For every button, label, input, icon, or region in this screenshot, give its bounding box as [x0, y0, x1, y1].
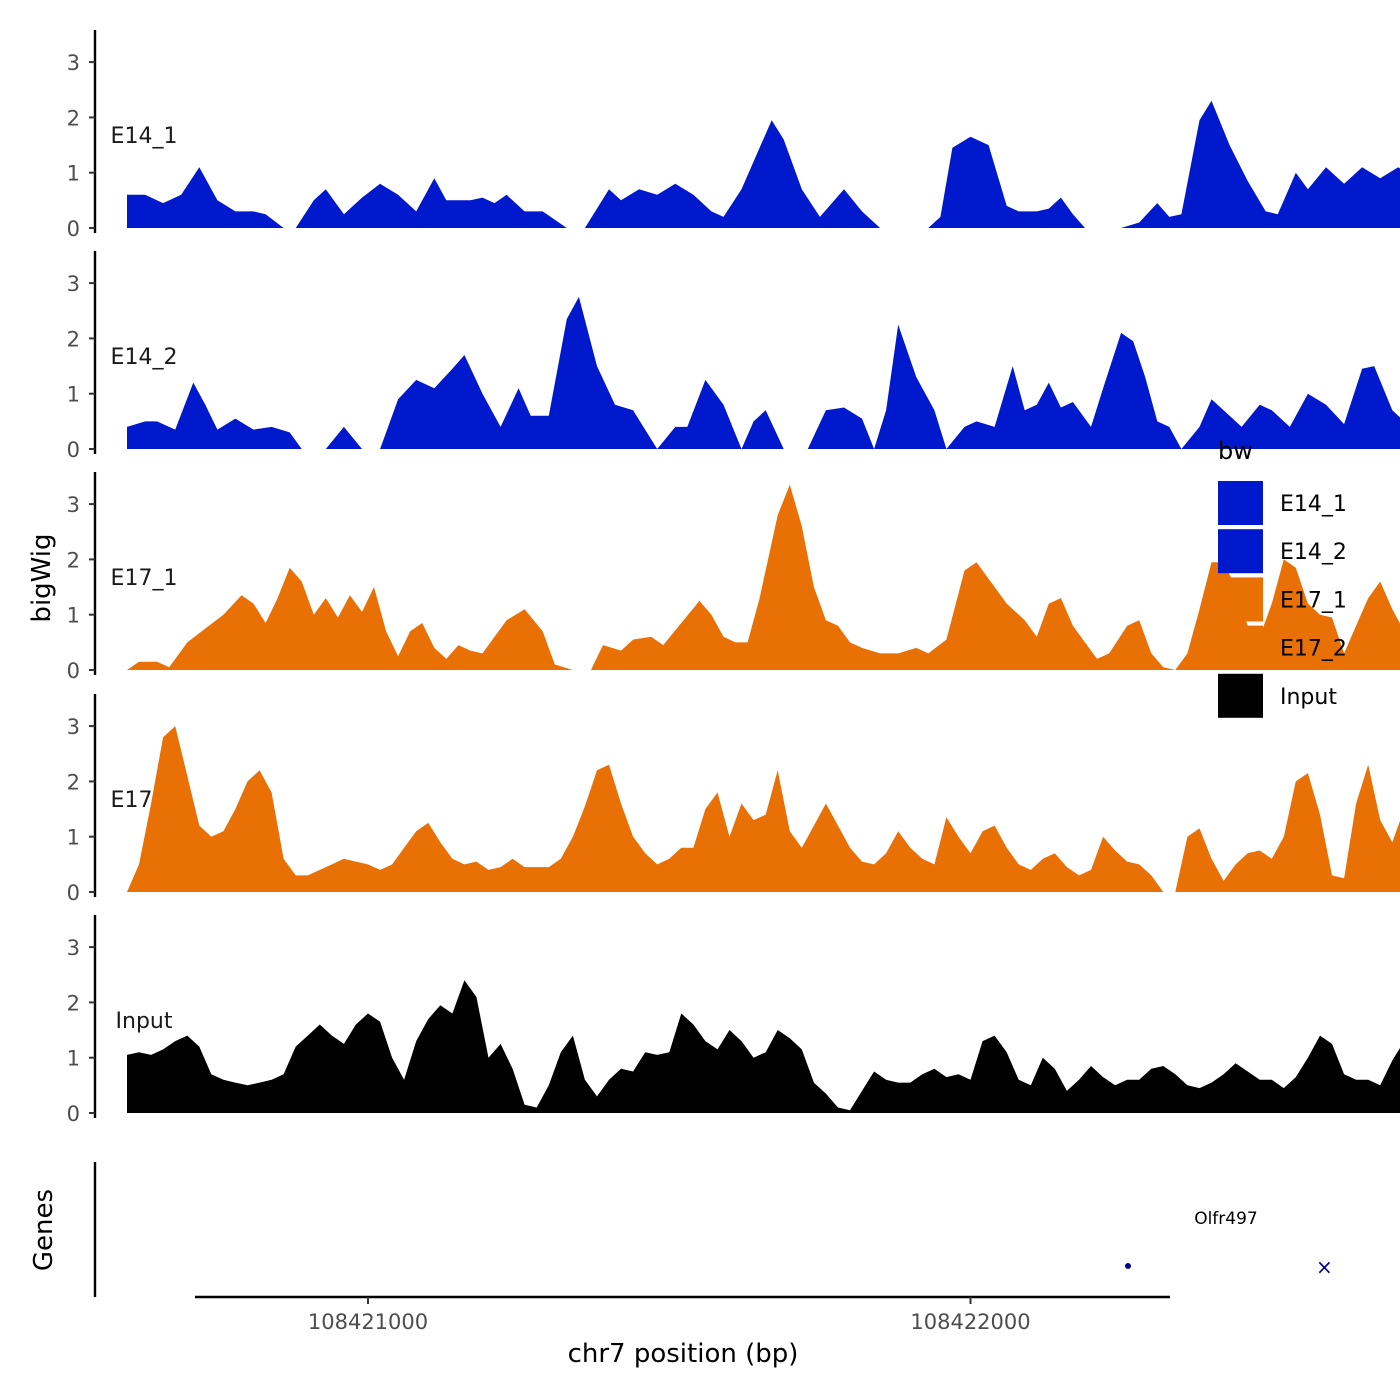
y-tick-label: 1 [67, 1047, 80, 1071]
genes-panel: Genes × Olfr497 [29, 1162, 1333, 1297]
legend-entries: E14_1 E14_2 E17_1 E17_2 Input [1218, 481, 1347, 718]
track-input: 0 1 2 3 Input [67, 915, 1400, 1126]
y-tick-label: 1 [67, 826, 80, 850]
legend-entry-input: Input [1218, 673, 1337, 718]
legend-swatch [1218, 577, 1263, 622]
x-tick-label: 108422000 [910, 1310, 1030, 1334]
track-e17-1: 0 1 2 3 E17_1 [67, 472, 1400, 683]
tracks-layer: 0 1 2 3 E14_1 0 1 2 3 E14_2 0 1 2 3 E17_1 0 1 2 3 E17_2 0 1 2 3… [67, 30, 1400, 1126]
y-tick-label: 2 [67, 327, 80, 351]
y-tick-label: 3 [67, 936, 80, 960]
legend: bw E14_1 E14_2 E17_1 E17_2 Input [1218, 437, 1347, 718]
legend-entry-e17-2: E17_2 [1218, 625, 1347, 670]
coverage-area [127, 980, 1400, 1113]
y-tick-label: 0 [67, 217, 80, 241]
gene-label: Olfr497 [1194, 1209, 1258, 1229]
y-tick-label: 0 [67, 1102, 80, 1126]
gene-olfr497: × Olfr497 [1125, 1209, 1333, 1279]
legend-entry-e14-1: E14_1 [1218, 481, 1347, 525]
track-e14-2: 0 1 2 3 E14_2 [67, 251, 1400, 462]
gene-end-mark [1125, 1263, 1131, 1269]
y-tick-label: 2 [67, 991, 80, 1015]
track-label: E14_1 [111, 124, 178, 149]
gene-models: × Olfr497 [1125, 1209, 1333, 1279]
track-label: E14_2 [111, 345, 178, 370]
legend-entry-e17-1: E17_1 [1218, 577, 1347, 622]
legend-title: bw [1218, 437, 1253, 465]
y-tick-label: 0 [67, 659, 80, 683]
y-tick-label: 1 [67, 383, 80, 407]
y-axis-title: bigWig [27, 533, 57, 622]
genes-label: Genes [29, 1189, 59, 1271]
x-tick-label: 108421000 [308, 1310, 428, 1334]
legend-swatch [1218, 625, 1263, 670]
legend-swatch [1218, 673, 1263, 718]
legend-label: E14_1 [1280, 492, 1347, 517]
x-axis: 108421000108422000108423000 chr7 positio… [195, 1295, 1170, 1369]
legend-label: E17_1 [1280, 588, 1347, 613]
y-tick-label: 3 [67, 272, 80, 296]
track-label: E17_1 [111, 566, 178, 591]
coverage-area [127, 484, 1400, 670]
legend-label: E14_2 [1280, 540, 1347, 565]
x-ticks: 108421000108422000108423000 [308, 1297, 1031, 1334]
legend-swatch [1218, 481, 1263, 525]
legend-swatch [1218, 529, 1263, 574]
gene-strand-mark: × [1316, 1255, 1333, 1279]
y-tick-label: 0 [67, 438, 80, 462]
legend-label: E17_2 [1280, 637, 1347, 662]
track-label: Input [116, 1009, 173, 1034]
x-axis-title: chr7 position (bp) [568, 1339, 799, 1369]
coverage-area [127, 100, 1400, 228]
y-tick-label: 0 [67, 881, 80, 905]
y-tick-label: 1 [67, 604, 80, 628]
y-tick-label: 3 [67, 715, 80, 739]
y-tick-label: 3 [67, 493, 80, 517]
coverage-area [127, 296, 1400, 449]
y-tick-label: 3 [67, 51, 80, 75]
legend-label: Input [1280, 685, 1337, 710]
y-tick-label: 2 [67, 770, 80, 794]
legend-entry-e14-2: E14_2 [1218, 529, 1347, 574]
y-tick-label: 2 [67, 548, 80, 572]
y-tick-label: 1 [67, 162, 80, 186]
y-tick-label: 2 [67, 106, 80, 130]
track-e14-1: 0 1 2 3 E14_1 [67, 30, 1400, 241]
coverage-area [127, 726, 1400, 892]
